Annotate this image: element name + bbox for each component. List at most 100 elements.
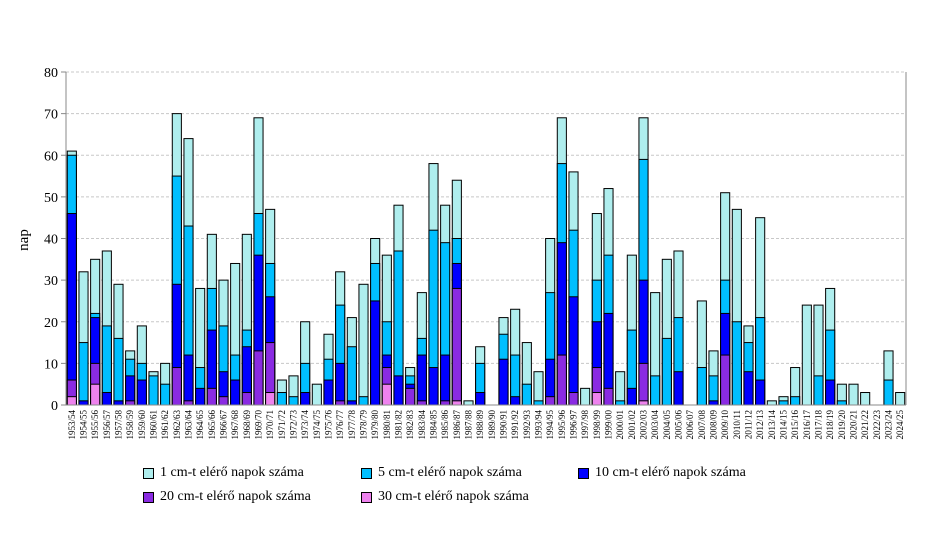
x-tick-label: 1989/90 <box>487 410 497 440</box>
bar-10cm <box>498 358 509 406</box>
legend-label-30cm: 30 cm-t elérő napok száma <box>378 489 529 504</box>
bar-10cm <box>195 387 206 406</box>
bar-5cm <box>731 321 742 406</box>
y-tick-label: 30 <box>44 274 58 289</box>
bar-10cm <box>113 400 124 406</box>
x-tick-label: 1953/54 <box>67 410 77 440</box>
bar-5cm <box>346 346 357 406</box>
x-tick-label: 1963/64 <box>184 410 194 440</box>
x-tick-label: 1968/69 <box>242 410 252 440</box>
x-tick-label: 2010/11 <box>732 410 742 439</box>
bar-20cm <box>218 396 229 406</box>
legend-item-30cm: 30 cm-t elérő napok száma <box>361 489 529 505</box>
x-tick-label: 1987/88 <box>464 410 474 440</box>
x-tick-label: 1962/63 <box>172 410 182 440</box>
x-tick-label: 2014/15 <box>779 410 789 440</box>
bar-20cm <box>335 400 346 406</box>
bar-10cm <box>335 362 346 406</box>
y-tick-label: 40 <box>44 233 58 248</box>
bar-10cm <box>183 354 194 406</box>
bar-10cm <box>78 400 89 406</box>
legend-label-20cm: 20 cm-t elérő napok száma <box>160 489 311 504</box>
x-tick-label: 2001/02 <box>627 410 637 440</box>
legend-item-10cm: 10 cm-t elérő napok száma <box>578 465 746 481</box>
bar-20cm <box>405 387 416 406</box>
x-tick-label: 2020/21 <box>849 410 859 440</box>
bar-30cm <box>591 392 602 406</box>
x-tick-label: 1976/77 <box>335 410 345 440</box>
legend-item-5cm: 5 cm-t elérő napok száma <box>361 465 522 481</box>
bar-1cm <box>615 371 626 406</box>
bar-20cm <box>416 400 427 406</box>
x-tick-label: 2011/12 <box>744 410 754 439</box>
bar-5cm <box>696 367 707 406</box>
x-tick-label: 1966/67 <box>219 410 229 440</box>
x-tick-label: 1970/71 <box>265 410 275 440</box>
x-tick-label: 2016/17 <box>802 410 812 440</box>
bar-30cm <box>265 392 276 406</box>
x-tick-label: 2013/14 <box>767 410 777 440</box>
x-tick-label: 2003/04 <box>650 410 660 440</box>
x-tick-label: 1957/58 <box>114 410 124 440</box>
x-tick-label: 1967/68 <box>230 410 240 440</box>
x-tick-label: 1972/73 <box>289 410 299 440</box>
bar-5cm <box>160 383 171 406</box>
x-tick-label: 1990/91 <box>499 410 509 440</box>
bar-10cm <box>825 379 836 406</box>
bar-5cm <box>78 342 89 406</box>
bar-10cm <box>393 375 404 406</box>
x-tick-label: 1985/86 <box>440 410 450 440</box>
bar-1cm <box>801 304 812 406</box>
x-tick-label: 1964/65 <box>195 410 205 440</box>
x-tick-label: 2015/16 <box>790 410 800 440</box>
legend-label-10cm: 10 cm-t elérő napok száma <box>595 465 746 480</box>
bar-5cm <box>276 392 287 406</box>
y-tick-label: 10 <box>44 357 58 372</box>
legend-label-5cm: 5 cm-t elérő napok száma <box>378 465 522 480</box>
y-axis-label: nap <box>16 229 32 251</box>
x-tick-label: 2005/06 <box>674 410 684 440</box>
x-tick-label: 1955/56 <box>90 410 100 440</box>
x-tick-label: 2008/09 <box>709 410 719 440</box>
x-tick-label: 1980/81 <box>382 410 392 440</box>
bar-20cm <box>451 287 462 406</box>
bar-5cm <box>778 400 789 406</box>
bar-5cm <box>148 375 159 406</box>
bar-20cm <box>545 396 556 406</box>
bar-10cm <box>323 379 334 406</box>
bar-20cm <box>241 392 252 406</box>
gridlines <box>66 71 906 364</box>
legend-swatch-5cm <box>361 467 372 479</box>
y-tick-label: 80 <box>44 66 58 81</box>
x-tick-label: 2018/19 <box>825 410 835 440</box>
bar-20cm <box>556 354 567 406</box>
bar-10cm <box>626 387 637 406</box>
bar-1cm <box>463 400 474 406</box>
bar-30cm <box>381 383 392 406</box>
bar-1cm <box>311 383 322 406</box>
bar-5cm <box>790 396 801 406</box>
bar-20cm <box>720 354 731 406</box>
x-tick-label: 1994/95 <box>545 410 555 440</box>
y-tick-label: 70 <box>44 108 58 123</box>
bar-1cm <box>766 400 777 406</box>
bar-20cm <box>603 387 614 406</box>
bar-20cm <box>440 400 451 406</box>
bars <box>66 113 906 406</box>
x-tick-label: 1984/85 <box>429 410 439 440</box>
x-tick-label: 1999/00 <box>604 410 614 440</box>
bar-5cm <box>883 379 894 406</box>
x-tick-label: 1982/83 <box>405 410 415 440</box>
bar-5cm <box>358 396 369 406</box>
bar-5cm <box>650 375 661 406</box>
bar-10cm <box>743 371 754 406</box>
x-tick-label: 1992/93 <box>522 410 532 440</box>
bar-5cm <box>836 400 847 406</box>
bar-10cm <box>673 371 684 406</box>
x-tick-label: 1978/79 <box>359 410 369 440</box>
x-tick-label: 1986/87 <box>452 410 462 440</box>
bar-5cm <box>288 396 299 406</box>
x-tick-label: 1956/57 <box>102 410 112 440</box>
x-tick-label: 1991/92 <box>510 410 520 440</box>
